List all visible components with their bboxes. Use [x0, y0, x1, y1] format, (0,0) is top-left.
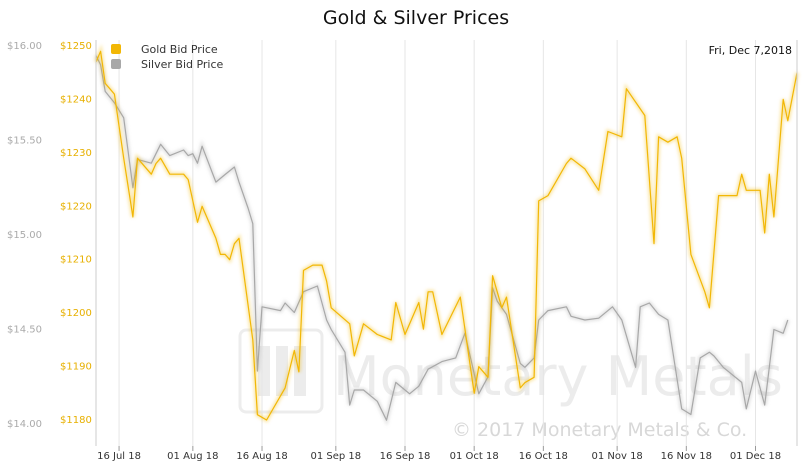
x-axis-ticks: 16 Jul 18 01 Aug 18 16 Aug 18 01 Sep 18 16 S…: [97, 446, 781, 462]
gold-y-tick-4: $1220: [60, 201, 92, 212]
series-lines: [94, 43, 799, 427]
gold-y-tick-1: $1190: [60, 362, 92, 373]
gold-y-tick-3: $1210: [60, 255, 92, 266]
watermark-logo-bar-1: [258, 346, 270, 396]
silver-y-tick-3: $15.50: [7, 136, 42, 147]
x-tick-label-2: 16 Aug 18: [236, 451, 287, 462]
silver-y-tick-4: $16.00: [7, 41, 42, 52]
silver-y-tick-2: $15.00: [7, 230, 42, 241]
legend-label-gold: Gold Bid Price: [141, 43, 218, 56]
gold-y-tick-0: $1180: [60, 415, 92, 426]
x-tick-label-4: 16 Sep 18: [380, 451, 431, 462]
legend: Gold Bid Price Silver Bid Price: [111, 43, 224, 71]
x-tick-label-3: 01 Sep 18: [310, 451, 361, 462]
x-tick-label-7: 01 Nov 18: [591, 451, 642, 462]
grid-lines: [118, 40, 756, 446]
x-tick-label-5: 01 Oct 18: [450, 451, 499, 462]
legend-swatch-silver: [111, 59, 121, 69]
gold-y-tick-2: $1200: [60, 308, 92, 319]
watermark-logo: [238, 328, 324, 414]
watermark-brand: Monetary Metals: [333, 345, 783, 408]
silver-y-tick-0: $14.00: [7, 419, 42, 430]
x-tick-label-6: 16 Oct 18: [519, 451, 568, 462]
gold-y-tick-5: $1230: [60, 148, 92, 159]
x-tick-label-8: 16 Nov 18: [661, 451, 712, 462]
watermark-copyright: © 2017 Monetary Metals & Co.: [452, 419, 747, 441]
silver-y-tick-1: $14.50: [7, 325, 42, 336]
x-tick-label-1: 01 Aug 18: [167, 451, 218, 462]
silver-price-line: [95, 55, 789, 421]
chart-title: Gold & Silver Prices: [323, 7, 509, 29]
gold-y-tick-7: $1250: [60, 41, 92, 52]
legend-swatch-gold: [111, 44, 121, 54]
legend-label-silver: Silver Bid Price: [141, 58, 224, 71]
x-tick-label-9: 01 Dec 18: [730, 451, 781, 462]
date-label: Fri, Dec 7,2018: [709, 44, 792, 57]
x-tick-label-0: 16 Jul 18: [97, 451, 141, 462]
gold-price-line: [95, 50, 798, 421]
gold-y-tick-6: $1240: [60, 94, 92, 105]
y-axis-ticks: $14.00 $14.50 $15.00 $15.50 $16.00 $1180 $1190…: [7, 41, 92, 430]
